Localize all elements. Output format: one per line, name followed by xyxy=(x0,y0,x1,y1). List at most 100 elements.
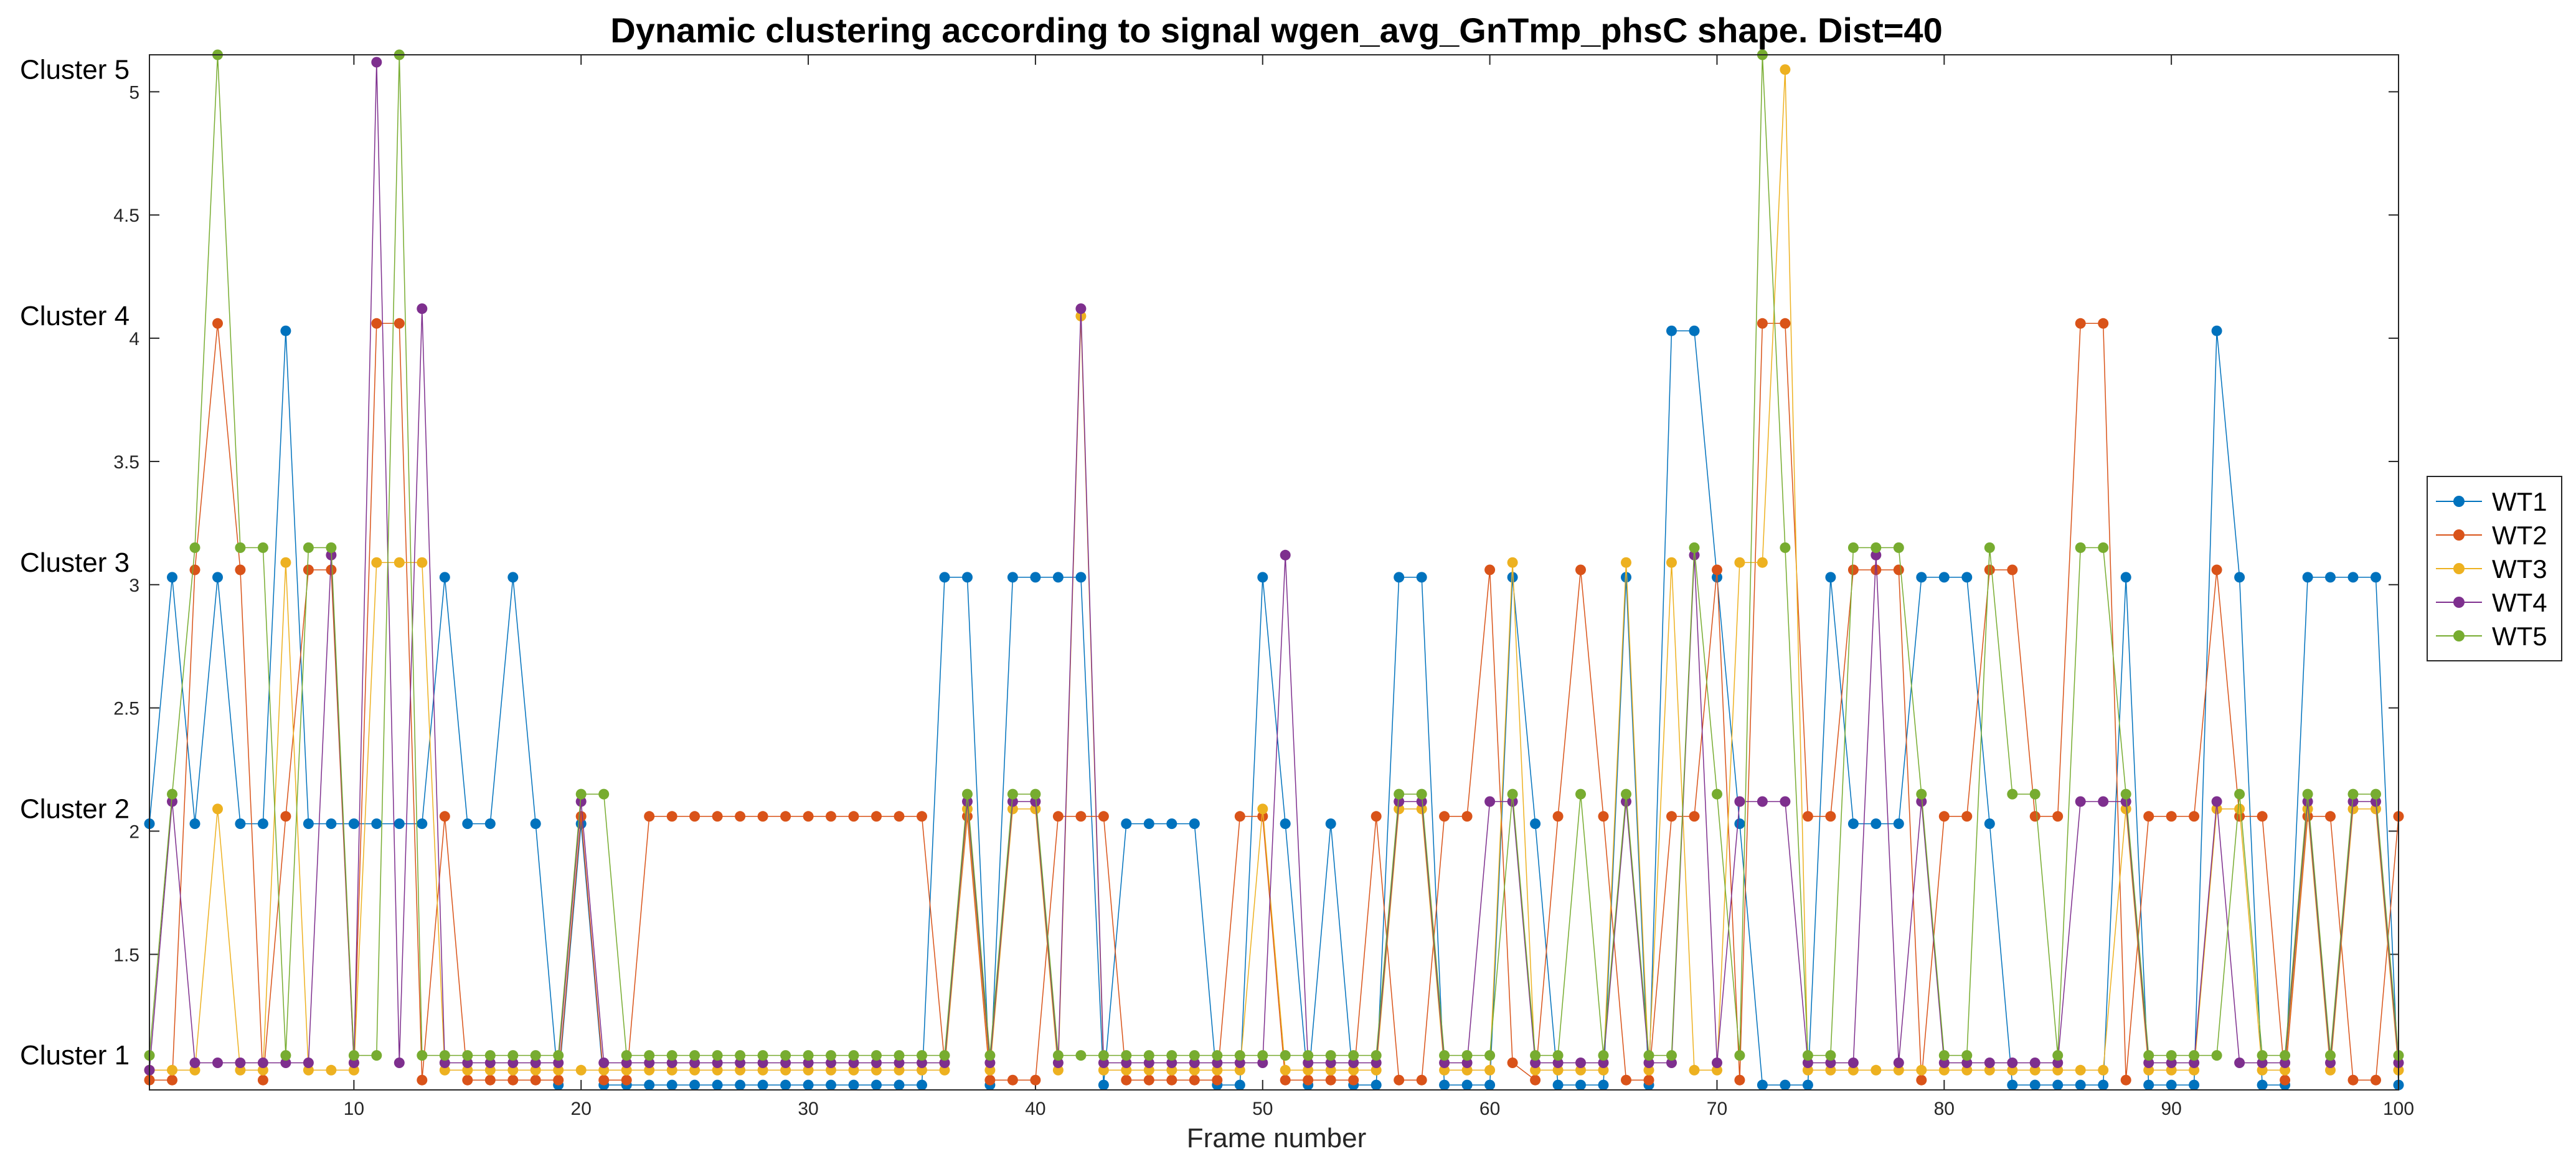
data-point xyxy=(1075,572,1087,583)
data-point xyxy=(530,1058,541,1068)
data-point xyxy=(757,1064,768,1076)
data-point xyxy=(1712,1064,1722,1076)
data-point xyxy=(1303,1058,1314,1068)
data-point xyxy=(917,1050,927,1061)
data-point xyxy=(712,811,723,822)
data-point xyxy=(1325,1058,1336,1068)
data-point xyxy=(2189,1079,2200,1091)
data-point xyxy=(1871,1064,1882,1076)
data-point xyxy=(1757,557,1768,568)
data-point xyxy=(2325,1050,2336,1061)
data-point xyxy=(1757,318,1768,329)
data-point xyxy=(2098,1064,2109,1076)
data-point xyxy=(303,564,314,575)
data-point xyxy=(189,818,201,830)
x-tick-label: 40 xyxy=(1025,1099,1045,1119)
legend-label: WT1 xyxy=(2492,487,2547,516)
y-tick-label: 3.5 xyxy=(113,452,139,473)
data-point xyxy=(644,1050,655,1061)
data-point xyxy=(2075,542,2086,553)
data-point xyxy=(2211,325,2222,336)
data-point xyxy=(212,572,223,583)
data-point xyxy=(2120,572,2131,583)
data-point xyxy=(984,1064,996,1076)
legend-label: WT2 xyxy=(2492,521,2547,550)
data-point xyxy=(1166,818,1177,830)
data-point xyxy=(2189,1050,2200,1061)
data-point xyxy=(1257,1058,1268,1068)
data-point xyxy=(2075,1079,2086,1091)
data-point xyxy=(894,1050,905,1061)
data-point xyxy=(598,788,610,800)
data-point xyxy=(2098,318,2109,329)
data-point xyxy=(2075,1064,2086,1076)
data-point xyxy=(2234,803,2245,815)
data-point xyxy=(1143,818,1154,830)
data-point xyxy=(1507,788,1518,800)
data-point xyxy=(1030,803,1041,815)
data-point xyxy=(2234,1058,2245,1068)
data-point xyxy=(2007,564,2018,575)
data-point xyxy=(439,572,450,583)
data-point xyxy=(871,1064,882,1076)
data-point xyxy=(371,818,382,830)
data-point xyxy=(2302,788,2313,800)
data-point xyxy=(326,1064,337,1076)
data-point xyxy=(1507,796,1518,807)
data-point xyxy=(1416,1074,1427,1086)
data-point xyxy=(394,1058,405,1068)
data-point xyxy=(507,1064,519,1076)
data-point xyxy=(712,1050,723,1061)
data-point xyxy=(1075,811,1087,822)
data-point xyxy=(1007,572,1018,583)
data-point xyxy=(1893,818,1904,830)
data-point xyxy=(1461,1050,1473,1061)
data-point xyxy=(1802,811,1813,822)
y-tick-label: 4.5 xyxy=(113,206,139,226)
y-tick-label: 2.5 xyxy=(113,699,139,719)
data-point xyxy=(530,1050,541,1061)
data-point xyxy=(2302,796,2313,807)
data-point xyxy=(666,1064,677,1076)
data-point xyxy=(1802,1079,1813,1091)
data-point xyxy=(1052,1064,1064,1076)
data-point xyxy=(803,1058,814,1068)
data-point xyxy=(598,1064,610,1076)
series-wt3 xyxy=(144,64,2404,1076)
data-point xyxy=(484,1050,496,1061)
data-point xyxy=(1961,572,1973,583)
data-point xyxy=(1984,542,1995,553)
data-point xyxy=(735,1064,746,1076)
data-point xyxy=(1643,1064,1654,1076)
data-point xyxy=(712,1079,723,1091)
data-point xyxy=(1847,542,1859,553)
data-point xyxy=(1052,1050,1064,1061)
data-point xyxy=(1598,1079,1609,1091)
data-point xyxy=(1484,796,1496,807)
data-point xyxy=(621,1074,632,1086)
data-point xyxy=(507,1058,519,1068)
data-point xyxy=(2347,803,2359,815)
data-point xyxy=(507,572,519,583)
data-point xyxy=(1439,1079,1450,1091)
data-point xyxy=(2166,1064,2177,1076)
data-point xyxy=(1825,1050,1836,1061)
data-point xyxy=(2007,1079,2018,1091)
data-point xyxy=(348,1050,359,1061)
data-point xyxy=(257,1058,268,1068)
data-point xyxy=(1712,1058,1722,1068)
data-point xyxy=(257,818,268,830)
data-point xyxy=(803,1050,814,1061)
data-point xyxy=(962,788,973,800)
data-point xyxy=(1371,1050,1382,1061)
data-point xyxy=(1143,1050,1154,1061)
data-point xyxy=(1348,1058,1359,1068)
data-point xyxy=(235,564,246,575)
legend-swatch-marker xyxy=(2453,496,2465,507)
data-point xyxy=(462,1050,473,1061)
data-point xyxy=(1552,1064,1564,1076)
data-point xyxy=(2371,788,2381,800)
data-point xyxy=(2029,811,2041,822)
data-point xyxy=(2257,1050,2268,1061)
data-point xyxy=(598,1058,610,1068)
